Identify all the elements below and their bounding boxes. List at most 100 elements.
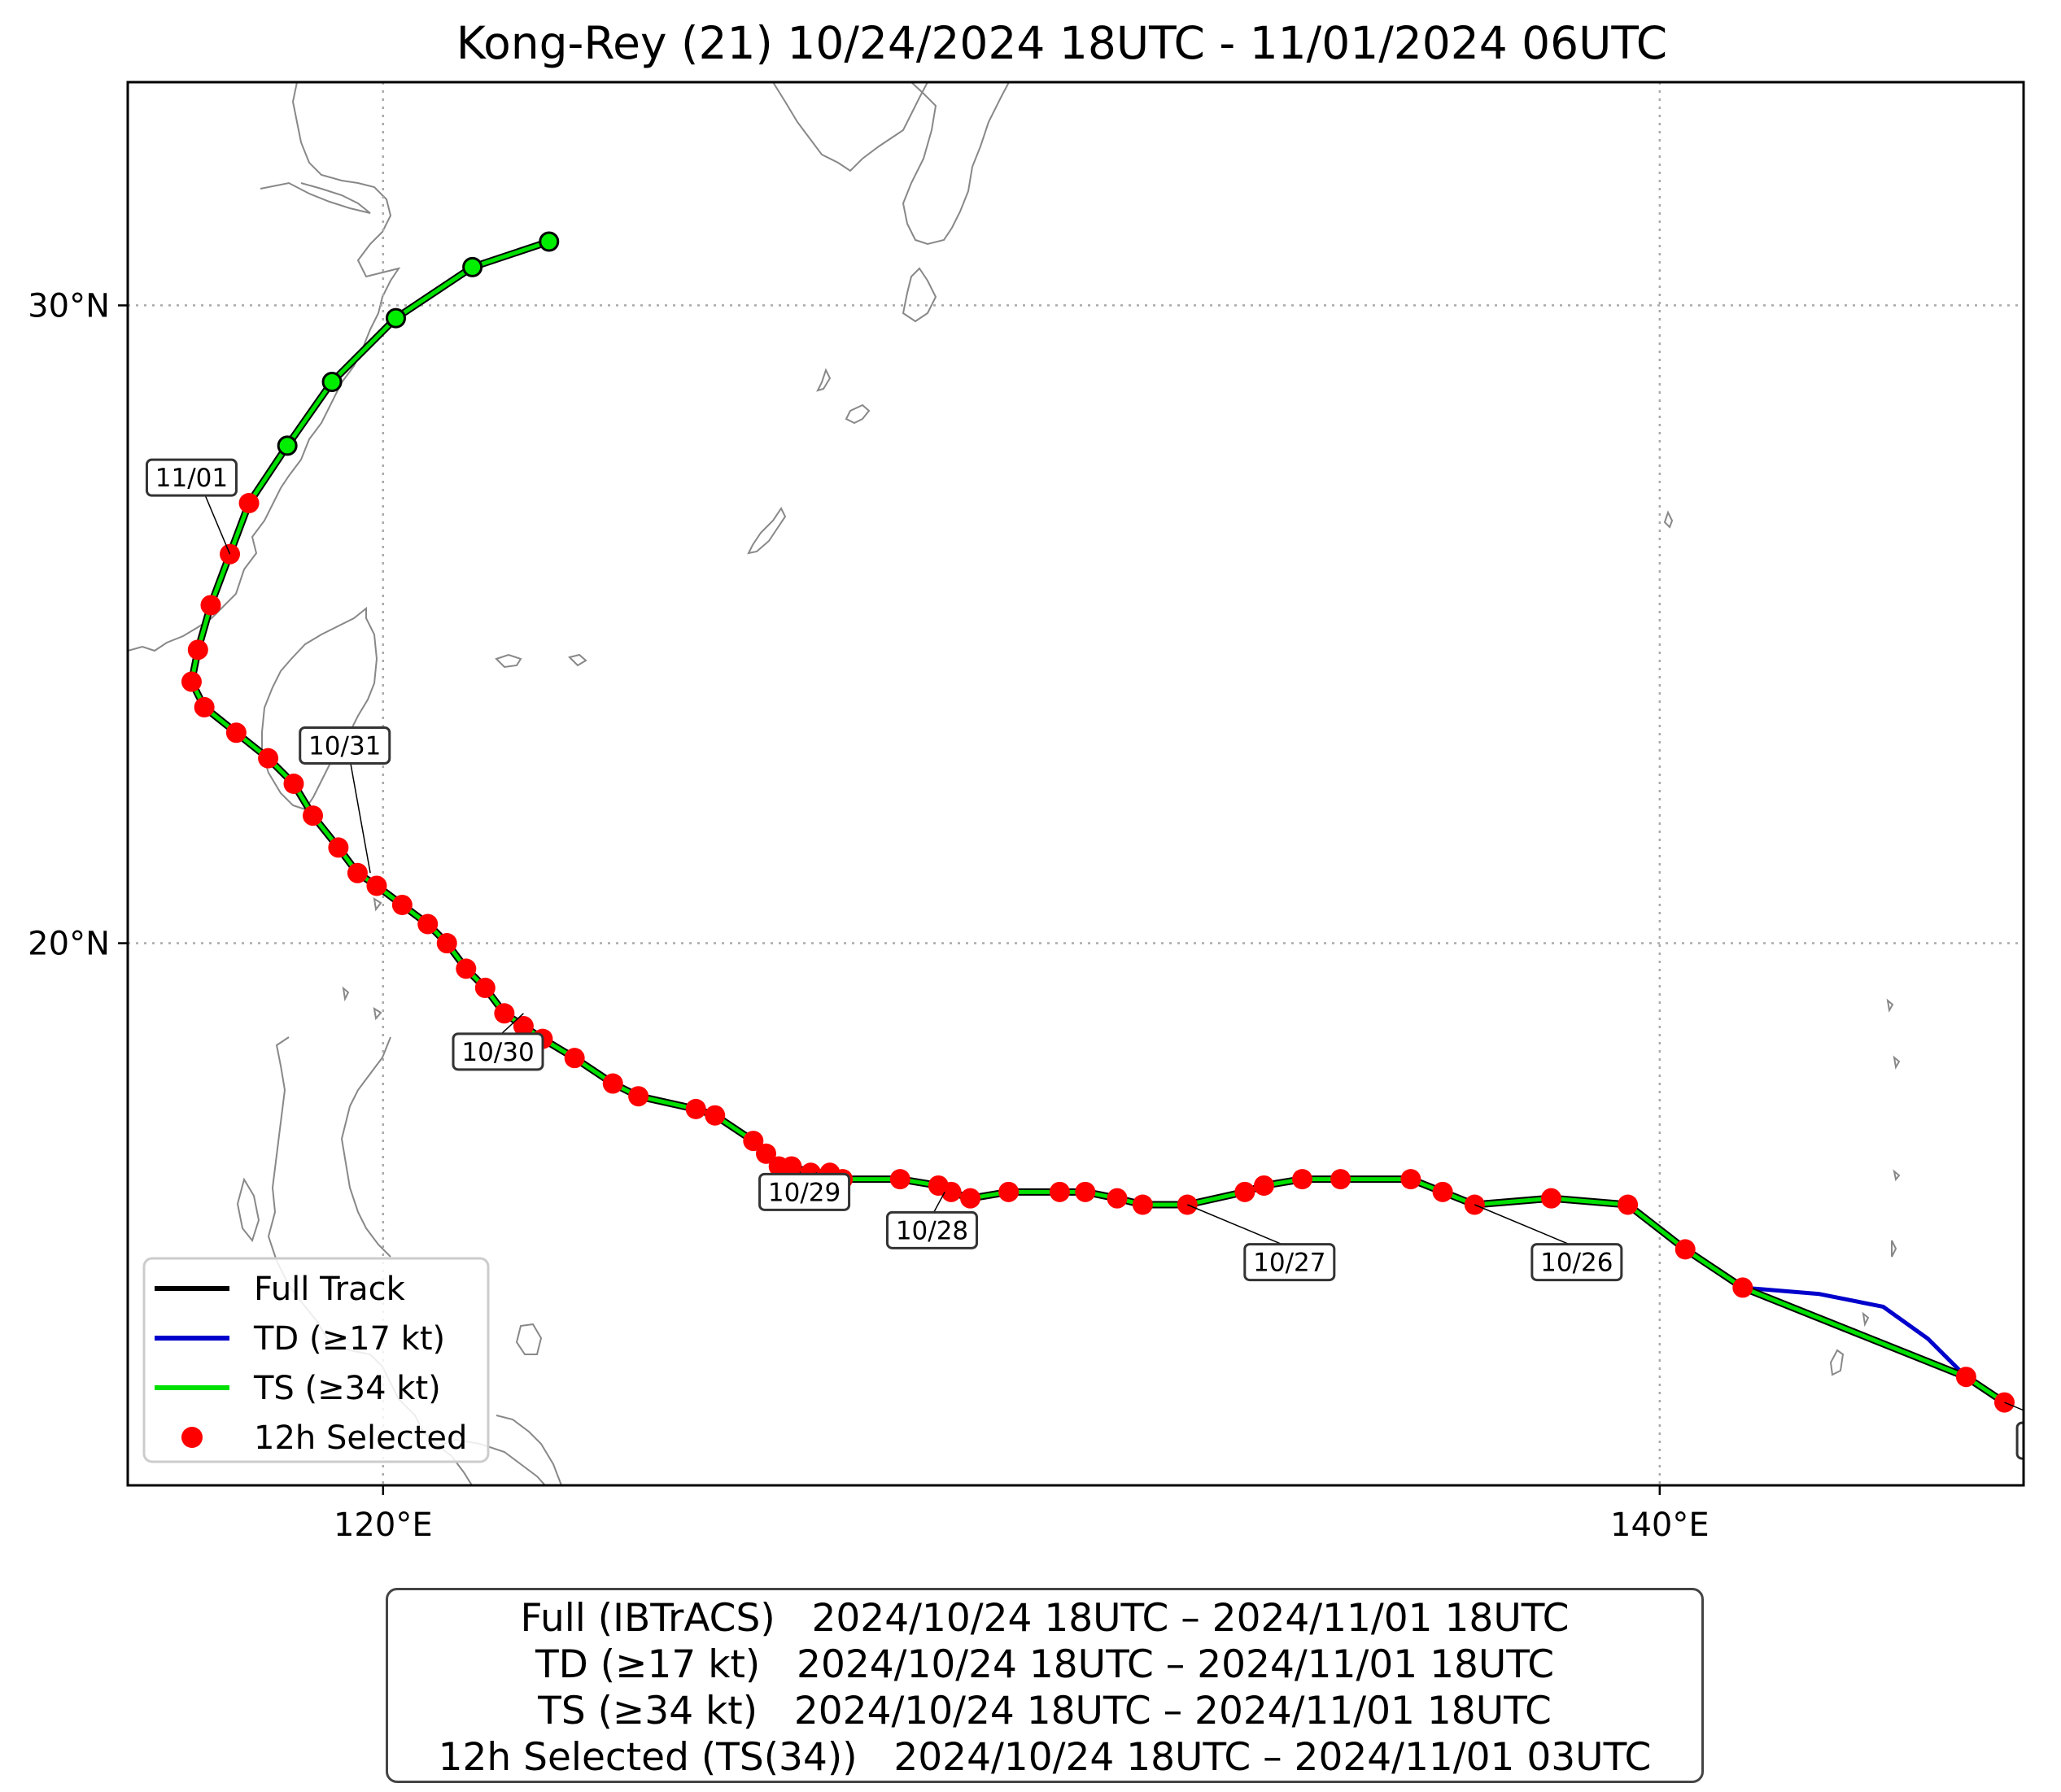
tick-label-lat-30: 30°N: [28, 287, 110, 325]
track-point-0: [277, 435, 298, 456]
selected-point-50: [194, 696, 215, 717]
coastline-samar: [496, 1415, 562, 1485]
date-leader-10-27: [1186, 1204, 1290, 1249]
selected-point-52: [187, 639, 208, 661]
selected-point-32: [628, 1086, 649, 1107]
coastline-mindoro: [236, 1177, 260, 1243]
track-point-4: [539, 231, 560, 252]
coastline-miyako: [495, 653, 522, 669]
tick-label-lon-140: 140°E: [1610, 1506, 1709, 1544]
selected-point-2: [1732, 1277, 1753, 1298]
selected-point-33: [602, 1073, 623, 1094]
selected-point-51: [181, 671, 202, 692]
legend-label-0: Full Track: [254, 1271, 406, 1308]
coastline-islet-10: [568, 653, 587, 667]
selected-point-45: [328, 837, 349, 858]
coastline-catanduanes: [515, 1323, 543, 1355]
selected-point-41: [417, 913, 439, 935]
selected-point-28: [756, 1143, 777, 1164]
coastline-islet-1: [1663, 510, 1674, 529]
date-label-box-11-01: [145, 458, 238, 497]
selected-point-5: [1540, 1188, 1561, 1209]
coastline-korea-coast: [902, 82, 1010, 246]
selected-point-38: [474, 977, 496, 998]
selected-point-18: [998, 1181, 1020, 1202]
full-track-line: [187, 238, 2006, 1406]
date-label-10-25: 10/25: [2025, 1427, 2061, 1456]
selected-point-22: [889, 1169, 910, 1190]
selected-point-42: [391, 894, 413, 915]
selected-point-55: [238, 493, 260, 513]
selected-point-4: [1618, 1194, 1639, 1215]
selected-point-29: [743, 1131, 764, 1152]
coastline-taiwan: [261, 606, 378, 811]
date-label-10-27: 10/27: [1253, 1249, 1325, 1278]
track-layer: [181, 231, 2015, 1413]
coastline-islet-3: [1893, 1055, 1901, 1070]
legend: Full Track TD (≥17 kt) TS (≥34 kt) 12h Sele…: [142, 1257, 490, 1463]
coastline-islet-4: [1893, 1169, 1901, 1182]
date-label-10-26: 10/26: [1540, 1249, 1613, 1278]
selected-point-46: [303, 805, 324, 826]
selected-point-11: [1253, 1175, 1274, 1196]
date-leader-10-24: [2023, 1434, 2024, 1436]
selected-point-19: [960, 1188, 981, 1209]
selected-point-40: [436, 933, 457, 954]
axis-ticks: 120°E 140°E 20°N 30°N: [28, 287, 1709, 1544]
selected-point-16: [1075, 1181, 1096, 1202]
selected-point-21: [928, 1175, 949, 1196]
tick-label-lon-120: 120°E: [334, 1506, 433, 1544]
selected-point-36: [513, 1015, 534, 1036]
selected-point-37: [494, 1003, 515, 1024]
coastline-korea: [772, 82, 928, 172]
date-label-box-10-31: [299, 726, 391, 765]
date-label-layer: 10/2410/2510/2610/2710/2810/2910/3010/31…: [145, 458, 2061, 1497]
coastline-islet-7: [342, 986, 350, 1002]
selected-point-31: [685, 1098, 706, 1119]
info-line-selected: 12h Selected (TS(34)) 2024/10/24 18UTC –…: [438, 1735, 1652, 1780]
track-point-3: [462, 256, 483, 277]
coastline-yakushima: [816, 368, 832, 392]
date-label-10-31: 10/31: [308, 731, 381, 761]
selected-point-12: [1234, 1181, 1255, 1202]
legend-swatch-3: [181, 1427, 203, 1448]
coastline-kyushu: [902, 267, 937, 323]
date-label-10-29: 10/29: [768, 1178, 841, 1207]
map-area: 10/2410/2510/2610/2710/2810/2910/3010/31…: [128, 82, 2061, 1497]
date-label-box-10-24: [2055, 1461, 2061, 1497]
info-line-ts: TS (≥34 kt) 2024/10/24 18UTC – 2024/11/0…: [538, 1689, 1552, 1733]
td-track-line: [1742, 1285, 1968, 1379]
date-label-10-30: 10/30: [461, 1038, 534, 1067]
legend-label-2: TS (≥34 kt): [253, 1370, 441, 1407]
selected-point-39: [456, 958, 477, 979]
coastline-guam: [1829, 1349, 1845, 1376]
coastline-amami: [845, 403, 871, 425]
coastline-okinawa: [747, 507, 787, 555]
ts-track-line: [189, 239, 2006, 1405]
date-label-box-10-29: [758, 1172, 851, 1211]
selected-point-48: [258, 748, 279, 769]
date-leader-10-25: [2004, 1402, 2024, 1411]
info-box: Full (IBTrACS) 2024/10/24 18UTC – 2024/1…: [386, 1588, 1704, 1783]
selected-point-1: [1955, 1367, 1976, 1388]
selected-point-14: [1132, 1194, 1153, 1215]
date-label-box-10-25: [2015, 1421, 2024, 1460]
coastline-islet-2: [1886, 998, 1894, 1013]
selected-point-49: [225, 722, 247, 743]
date-leader-10-26: [1474, 1204, 1578, 1249]
date-label-box-10-28: [885, 1210, 978, 1249]
date-label-box-10-26: [1530, 1243, 1623, 1282]
selected-point-30: [705, 1105, 726, 1126]
map-frame: [126, 81, 2025, 1487]
track-point-2: [385, 307, 406, 329]
selected-point-53: [200, 595, 221, 616]
coastline-islet-5: [1891, 1240, 1897, 1258]
date-label-11-01: 11/01: [155, 464, 228, 493]
selected-point-9: [1330, 1169, 1351, 1190]
gridlines: [128, 82, 2024, 1485]
coastline-islet-9: [373, 896, 382, 912]
date-label-box-10-30: [452, 1032, 544, 1071]
date-label-box-10-27: [1243, 1243, 1336, 1282]
coastline-islet-6: [1862, 1311, 1870, 1328]
